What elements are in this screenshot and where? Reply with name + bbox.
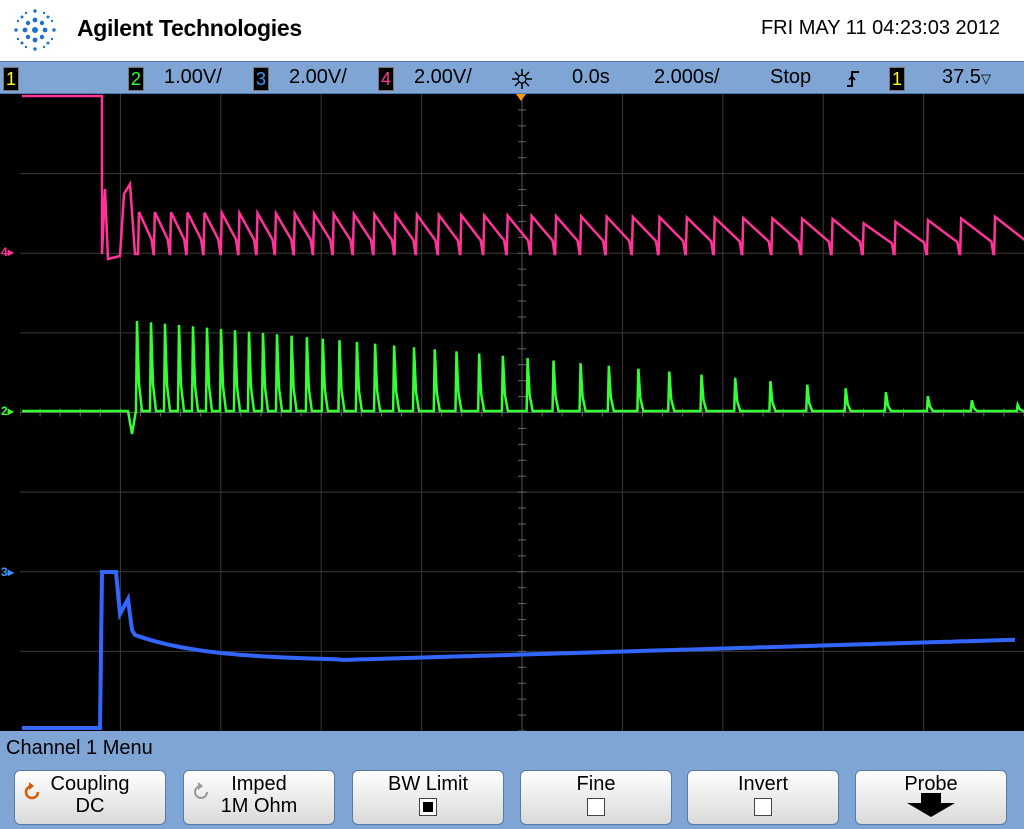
probe-softkey[interactable]: Probe (855, 770, 1007, 825)
channel-menu: Channel 1 Menu Coupling DC Imped 1M Ohm … (0, 731, 1024, 829)
delay-icon (512, 69, 532, 89)
fine-softkey[interactable]: Fine (520, 770, 672, 825)
run-state: Stop (770, 66, 812, 88)
agilent-logo-icon (14, 9, 56, 51)
arrow-down-icon (907, 793, 955, 817)
coupling-value: DC (75, 795, 105, 817)
coupling-label: Coupling (50, 773, 130, 795)
channel-1-badge[interactable]: 1 (3, 67, 19, 91)
coupling-softkey[interactable]: Coupling DC (14, 770, 166, 825)
menu-title: Channel 1 Menu (6, 737, 153, 759)
waveform-display (20, 94, 1024, 731)
channel-4-scale: 2.00V/ (414, 66, 472, 88)
trigger-position-marker (516, 94, 526, 101)
channel-3-scale: 2.00V/ (289, 66, 347, 88)
impedance-label: Imped (231, 773, 287, 795)
invert-checkbox[interactable] (754, 798, 772, 816)
channel-2-ground-marker[interactable]: 2▸ (1, 404, 14, 418)
fine-checkbox[interactable] (587, 798, 605, 816)
bw-limit-checkbox[interactable] (419, 798, 437, 816)
graticule (20, 94, 1024, 731)
channel-3-badge[interactable]: 3 (253, 67, 269, 91)
channel-2-scale: 1.00V/ (164, 66, 222, 88)
brand-name: Agilent Technologies (77, 15, 302, 41)
impedance-value: 1M Ohm (220, 795, 298, 817)
title-bar: Agilent Technologies FRI MAY 11 04:23:03… (0, 0, 1024, 61)
channel-2-badge[interactable]: 2 (128, 67, 144, 91)
rising-edge-icon (847, 71, 859, 87)
channel-4-ground-marker[interactable]: 4▸ (1, 245, 14, 259)
trigger-level: 37.5▽ (942, 66, 991, 88)
channel-3-ground-marker[interactable]: 3▸ (1, 565, 14, 579)
status-bar: 1 2 1.00V/ 3 2.00V/ 4 2.00V/ 0.0s 2.000s… (0, 61, 1024, 94)
impedance-softkey[interactable]: Imped 1M Ohm (183, 770, 335, 825)
trigger-source-badge[interactable]: 1 (889, 67, 905, 91)
bw-limit-label: BW Limit (388, 773, 468, 795)
datetime: FRI MAY 11 04:23:03 2012 (760, 17, 1000, 39)
channel-2-trace (22, 320, 1024, 435)
probe-label: Probe (904, 773, 958, 795)
timebase-value: 2.000s/ (654, 66, 720, 88)
marker-column: 4▸ 2▸ 3▸ (0, 94, 20, 731)
channel-4-badge[interactable]: 4 (378, 67, 394, 91)
fine-label: Fine (576, 773, 616, 795)
invert-softkey[interactable]: Invert (687, 770, 839, 825)
invert-label: Invert (737, 773, 789, 795)
channel-3-trace (22, 570, 1016, 730)
channel-4-trace (22, 94, 1024, 261)
rotate-icon (194, 782, 208, 799)
delay-value: 0.0s (572, 66, 610, 88)
bw-limit-softkey[interactable]: BW Limit (352, 770, 504, 825)
rotate-icon (24, 782, 40, 800)
